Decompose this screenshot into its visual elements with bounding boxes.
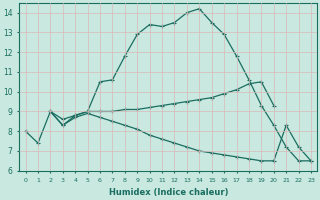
X-axis label: Humidex (Indice chaleur): Humidex (Indice chaleur) [108, 188, 228, 197]
